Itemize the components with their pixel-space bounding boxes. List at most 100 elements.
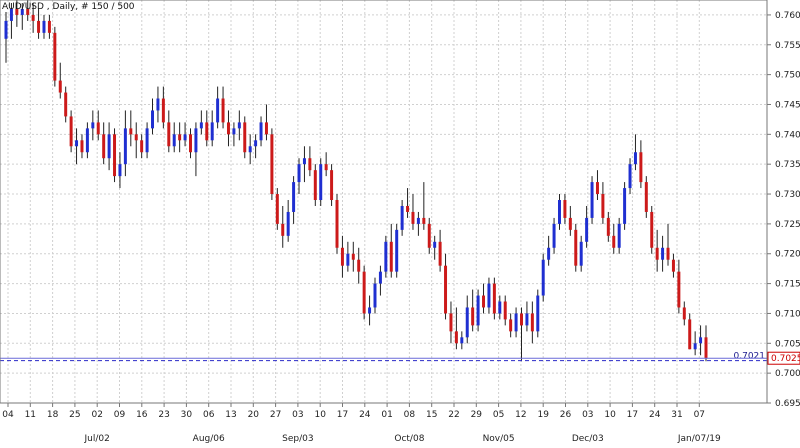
candle-body [650,211,654,248]
candle [37,8,41,39]
candle [650,205,654,254]
candle [172,122,176,153]
candle-body [324,164,328,171]
candle-body [297,164,301,183]
candle [465,295,469,344]
candle-body [264,122,268,135]
candle [308,146,312,177]
candle-body [617,223,621,248]
candle [107,122,111,171]
candle-body [411,211,415,224]
candle-body [406,205,410,212]
x-month-label: Sep/03 [282,434,313,444]
candle-body [64,92,68,117]
candle-body [281,223,285,236]
candle-body [509,319,513,332]
horizontal-lines: 0.7021 [0,352,767,362]
candle [183,122,187,147]
x-month-label: Jul/02 [84,434,110,444]
candle [113,128,117,183]
candle [178,122,182,153]
candle [270,128,274,201]
support-line-label: 0.7021 [734,352,766,362]
candle [275,188,279,230]
x-tick-label: 09 [114,410,126,420]
candle [509,313,513,338]
x-tick-label: 30 [181,410,193,420]
candle [595,170,599,201]
candle [134,122,138,159]
candle-body [454,331,458,344]
candle-body [585,217,589,242]
candle-body [313,170,317,201]
candle-body [58,80,62,93]
candle [568,205,572,236]
x-tick-label: 17 [337,410,348,420]
candle [91,110,95,141]
candle [682,301,686,326]
candle-body [161,98,165,123]
candle [530,301,534,344]
candle-body [460,337,464,344]
x-month-label: Dec/03 [572,434,604,444]
candle-body [389,241,393,272]
candle-body [612,235,616,248]
candle-body [449,313,453,332]
candle-body [416,217,420,224]
x-month-label: Jan/07/19 [677,434,721,444]
x-tick-label: 24 [649,410,661,420]
x-tick-label: 01 [381,410,392,420]
candle [639,140,643,189]
candle-body [606,217,610,236]
candle-body [302,158,306,165]
x-tick-label: 07 [694,410,705,420]
candle [232,122,236,147]
candle-body [237,122,241,129]
x-tick-label: 20 [248,410,260,420]
candle-body [498,301,502,314]
candle [281,205,285,248]
candle [64,86,68,123]
candle [216,86,220,129]
candle [9,2,13,39]
candle-body [189,134,192,153]
candle-body [270,134,274,195]
x-tick-label: 19 [537,410,549,420]
candle [313,164,317,206]
candle [498,295,502,320]
candle [357,247,361,284]
candle [557,194,561,230]
candle [53,26,57,87]
candle [194,122,198,177]
candle [80,134,84,159]
candle [346,241,350,272]
candle [438,229,442,272]
candle-body [259,122,263,141]
x-tick-label: 22 [448,410,459,420]
candle-body [319,164,323,201]
candle-body [574,229,578,266]
candle-body [357,259,361,272]
candle-body [427,223,431,248]
candle [400,200,404,236]
candle-body [167,122,171,147]
x-month-label: Nov/05 [483,434,515,444]
candle-body [661,247,665,260]
candle [536,289,540,338]
x-tick-label: 10 [604,410,616,420]
x-tick-label: 24 [359,410,371,420]
candle [199,110,203,135]
candle [145,122,149,159]
candle [254,134,258,159]
candle-body [4,20,8,39]
candle [102,122,106,165]
candle [69,110,73,153]
x-tick-label: 26 [560,410,572,420]
candle [503,295,507,326]
candle-body [514,313,518,332]
x-tick-label: 03 [292,410,303,420]
candle [129,110,133,147]
